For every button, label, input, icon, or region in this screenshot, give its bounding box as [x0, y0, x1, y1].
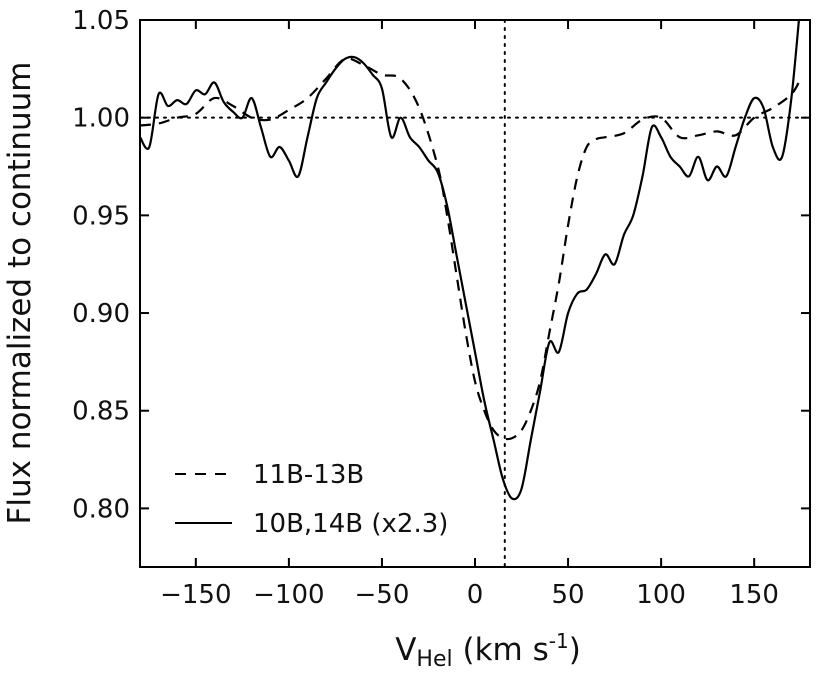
series-line-11b-13b: [140, 57, 802, 441]
y-tick-label: 0.90: [72, 299, 130, 329]
reference-lines: [140, 20, 810, 567]
y-tick-label: 1.00: [72, 104, 130, 134]
x-tick-label: 150: [729, 580, 779, 610]
x-axis-title-close: ): [569, 632, 581, 668]
x-axis-title-subscript: Hel: [416, 647, 452, 672]
legend-label-11b-13b: 11B-13B: [253, 460, 364, 490]
x-tick-label: 100: [636, 580, 686, 610]
y-tick-label: 1.05: [72, 6, 130, 36]
y-tick-label: 0.80: [72, 494, 130, 524]
x-tick-label: −150: [160, 580, 231, 610]
series-group: [140, 20, 802, 501]
legend: 11B-13B 10B,14B (x2.3): [175, 460, 448, 539]
x-tick-label: −100: [253, 580, 324, 610]
y-axis: 0.80 0.85 0.90 0.95 1.00 1.05: [72, 6, 810, 524]
x-axis-title-main: V: [395, 632, 416, 668]
legend-label-10b-14b: 10B,14B (x2.3): [253, 509, 448, 539]
x-axis: −150 −100 −50 0 50 100 150: [160, 20, 779, 610]
x-tick-label: 0: [467, 580, 484, 610]
x-axis-title: VHel (km s-1): [395, 629, 581, 672]
y-axis-title: Flux normalized to continuum: [2, 62, 38, 525]
y-tick-label: 0.95: [72, 201, 130, 231]
y-tick-label: 0.85: [72, 397, 130, 427]
x-axis-title-unit: (km s: [453, 632, 549, 668]
x-tick-label: 50: [552, 580, 585, 610]
series-line-10b-14b: [140, 20, 801, 501]
plot-frame: [139, 19, 811, 568]
x-axis-title-superscript: -1: [549, 629, 569, 653]
x-tick-label: −50: [355, 580, 410, 610]
